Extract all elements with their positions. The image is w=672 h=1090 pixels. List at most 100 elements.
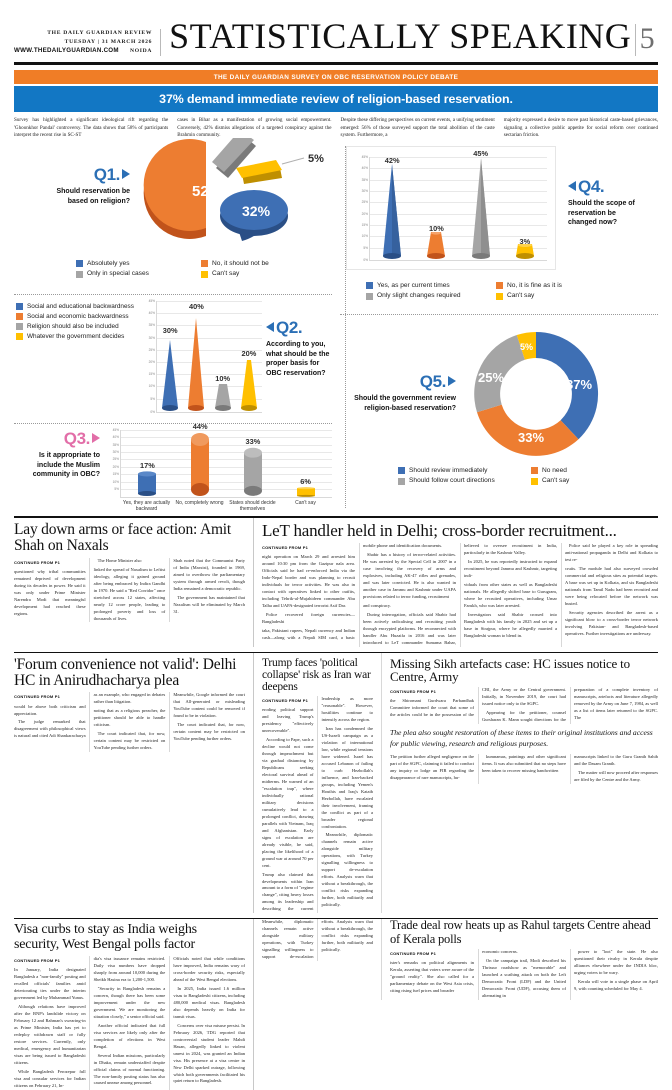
- q3-xlabel-3: Can't say: [295, 499, 316, 506]
- chart-q1: Q1. Should reservation be based on relig…: [14, 125, 332, 294]
- q1-pie-svg: 52% 32% 11% 5%: [143, 125, 324, 241]
- article-1-continued: CONTINUED FROM P1: [14, 559, 61, 565]
- article-5-para-4: dia's visa issuance remains restricted. …: [93, 956, 166, 982]
- article-5-para-1: In January, India designated Bangladesh …: [14, 967, 86, 1001]
- q2-bar-graphic: 45% 40% 35% 30% 25% 20% 15% 10% 5% 0% 30…: [142, 299, 262, 417]
- q2-bar-1: 40%: [185, 301, 208, 412]
- intro-col-4: majority expressed a desire to move past…: [503, 117, 658, 139]
- article-3-headline[interactable]: 'Forum convenience not valid': Delhi HC …: [14, 655, 237, 689]
- q2-bar-0: 30%: [159, 301, 182, 412]
- q5-donut-svg: 37% 33% 25% 5%: [474, 331, 599, 456]
- article-6-body: CONTINUED FROM P1 the Shiromani Gurdwara…: [390, 687, 658, 724]
- q2-value-1: 40%: [188, 301, 204, 311]
- survey-headline-banner: 37% demand immediate review of religion-…: [14, 86, 658, 112]
- article-5-para-2: Although relations have improved after t…: [14, 1004, 86, 1065]
- news-row-2-right: Trump faces 'political collapse' risk as…: [254, 652, 658, 914]
- q4-legend: Yes, as per current times No, it is fine…: [366, 282, 616, 300]
- q5-value-grey: 25%: [478, 370, 504, 385]
- divider-q4-q5: [340, 313, 658, 315]
- article-3-continued: CONTINUED FROM P1: [14, 694, 61, 700]
- article-7-para-4: power to "loot" the state. He also quest…: [574, 948, 658, 975]
- article-2-para-12: Security agencies described the arrest a…: [565, 609, 658, 636]
- q2-bar-2: 10%: [211, 301, 234, 412]
- article-2-para-8: viduals from other states as well as Ban…: [464, 581, 557, 608]
- article-2-para-9: Investigators said Shabir crossed into B…: [464, 611, 557, 638]
- q4-value-0: 42%: [384, 156, 400, 166]
- q4-legend-label-3: Can't say: [507, 292, 535, 300]
- article-7-headline[interactable]: Trade deal row heats up as Rahul targets…: [390, 918, 651, 946]
- intro-paragraphs: Survey has highlighted a significant ide…: [14, 117, 658, 140]
- q2-legend-item-0: Social and educational backwardness: [16, 303, 134, 311]
- q4-value-1: 10%: [428, 224, 444, 234]
- q5-value-blue: 37%: [566, 377, 592, 392]
- q1-pie-graphic: 52% 32% 11% 5%: [132, 125, 332, 256]
- q2-legend-item-1: Social and economic backwardness: [16, 313, 134, 321]
- article-5-para-8: Officials noted that while conditions ha…: [173, 956, 245, 982]
- q1-number: Q1.: [93, 164, 121, 184]
- news-row-3: Visa curbs to stay as India weighs secur…: [14, 918, 658, 1090]
- news-row-2: 'Forum convenience not valid': Delhi HC …: [14, 652, 658, 914]
- article-3-body: CONTINUED FROM P1 would be above both cr…: [14, 692, 245, 752]
- survey-left-column: Q1. Should reservation be based on relig…: [14, 125, 332, 524]
- article-4: Trump faces 'political collapse' risk as…: [262, 652, 382, 914]
- article-7-para-1: ister's remarks on political alignments …: [390, 960, 474, 993]
- q1-question: Should reservation be based on religion?: [56, 187, 130, 205]
- article-3-para-1: would be above both criticism and apprec…: [14, 703, 86, 716]
- article-6-body-2: The petition further alleged negligence …: [390, 754, 658, 784]
- article-4-para-5: Meanwhile, diplomatic channels remain ac…: [321, 832, 374, 908]
- q2-number: Q2.: [276, 317, 303, 337]
- q2-legend-label-0: Social and educational backwardness: [27, 302, 134, 310]
- article-5-headline[interactable]: Visa curbs to stay as India weighs secur…: [14, 922, 197, 953]
- q3-cyl-orange: [191, 432, 210, 496]
- swatch-orange-icon: [16, 313, 23, 321]
- chart-q4: 45% 40% 35% 30% 25% 20% 15% 10% 5% 0% 42…: [340, 144, 658, 314]
- q3-cyl-blue: [138, 471, 157, 497]
- article-3: 'Forum convenience not valid': Delhi HC …: [14, 652, 254, 914]
- q4-cone-orange: [427, 231, 446, 259]
- survey-banner: THE DAILY GUARDIAN SURVEY ON OBC RESERVA…: [14, 70, 658, 84]
- article-4-headline[interactable]: Trump faces 'political collapse' risk as…: [262, 656, 371, 693]
- q5-question: Should the government review religion-ba…: [354, 394, 456, 412]
- q5-number: Q5.: [419, 371, 447, 391]
- news-top-rule: [14, 515, 658, 518]
- q4-legend-label-0: Yes, as per current times: [377, 281, 450, 289]
- article-5: Visa curbs to stay as India weighs secur…: [14, 919, 254, 1090]
- swatch-blue-icon: [366, 282, 373, 290]
- article-2-headline[interactable]: LeT handler held in Delhi; cross-border …: [262, 520, 617, 540]
- q2-cone-orange: [188, 317, 205, 411]
- article-2-continued: CONTINUED FROM P1: [262, 544, 309, 550]
- article-5-body: CONTINUED FROM P1 In January, India desi…: [14, 956, 245, 1090]
- article-1-para-5: The government has maintained that Naxal…: [173, 594, 245, 614]
- article-1-headline[interactable]: Lay down arms or face action: Amit Shah …: [14, 520, 232, 555]
- q1-legend-label-0: Absolutely yes: [87, 259, 130, 267]
- q4-legend-item-3: Can't say: [496, 292, 616, 300]
- q1-legend-label-2: Only in special cases: [87, 270, 149, 278]
- q3-cyl-grey: [243, 448, 262, 497]
- q4-label: Q4. Should the scope of reservation be c…: [568, 178, 642, 228]
- q1-value-yellow: 5%: [308, 153, 324, 165]
- swatch-orange-icon: [531, 467, 538, 475]
- swatch-orange-icon: [496, 282, 503, 290]
- article-6-headline[interactable]: Missing Sikh artefacts case: HC issues n…: [390, 655, 630, 685]
- survey-vertical-divider: [345, 145, 346, 508]
- q3-bar-1: 44%: [177, 422, 223, 497]
- q2-cone-grey: [214, 383, 231, 411]
- article-6-para-1: the Shiromani Gurdwara Parbandhak Commit…: [390, 687, 566, 718]
- swatch-yellow-icon: [496, 292, 503, 300]
- q1-legend-item-1: No, it should not be: [201, 260, 316, 268]
- q1-value-blue: 32%: [242, 203, 271, 219]
- newspaper-page: THE DAILY GUARDIAN REVIEW TUESDAY | 31 M…: [14, 18, 658, 1090]
- q3-value-1: 44%: [192, 421, 208, 431]
- article-4-para-6: Meanwhile, diplomatic channels remain ac…: [262, 919, 373, 960]
- q2-cone-yellow: [240, 359, 257, 411]
- q2-value-0: 30%: [162, 326, 178, 336]
- q4-value-3: 3%: [519, 236, 531, 246]
- q2-label: Q2. According to you, what should be the…: [266, 319, 330, 379]
- article-5-para-10: Concerns over visa misuse persist. In Fe…: [173, 1022, 245, 1084]
- article-4-para-3: Trump also claimed that developments wit…: [262, 696, 373, 912]
- intro-col-3: Despite these differing perspectives on …: [340, 117, 495, 139]
- swatch-blue-icon: [76, 260, 83, 268]
- website-url[interactable]: WWW.THEDAILYGUARDIAN.COM: [14, 47, 119, 54]
- intro-col-2: cases in Bihar as a manifestation of gro…: [177, 117, 332, 139]
- triangle-right-icon: [122, 169, 130, 180]
